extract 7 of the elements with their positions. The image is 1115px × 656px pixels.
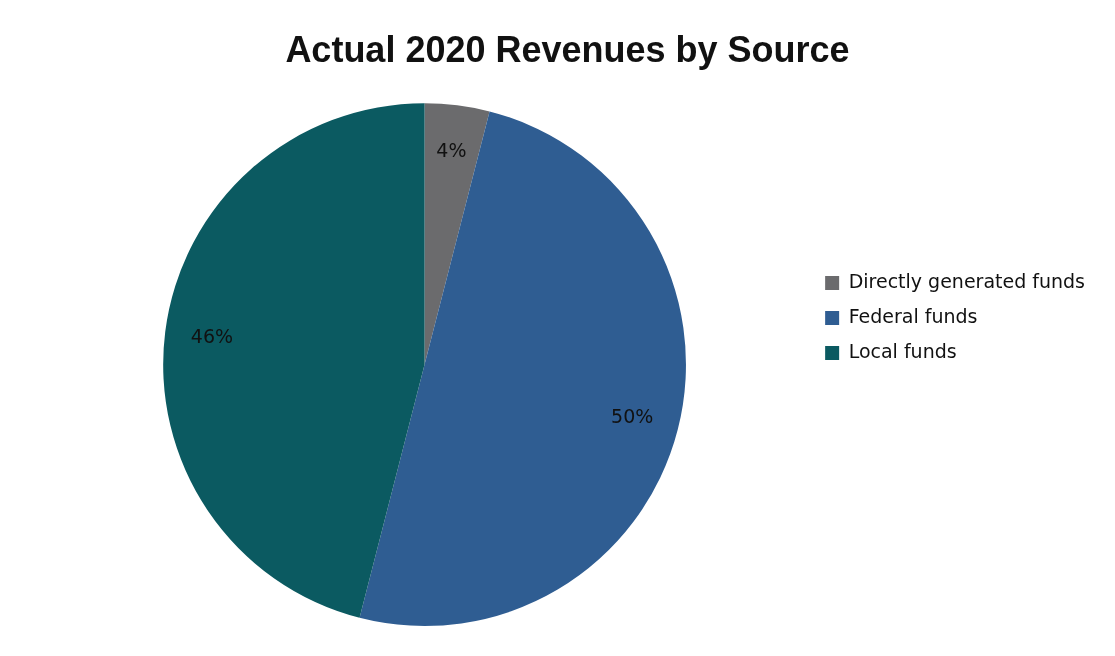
data-label: 50% (611, 404, 654, 427)
legend-label: Directly generated funds (848, 269, 1085, 292)
legend-label: Federal funds (848, 304, 978, 327)
data-label: 4% (436, 138, 467, 161)
chart-title: Actual 2020 Revenues by Source (285, 28, 850, 70)
data-label: 46% (190, 324, 234, 347)
legend-label: Local funds (848, 339, 957, 362)
